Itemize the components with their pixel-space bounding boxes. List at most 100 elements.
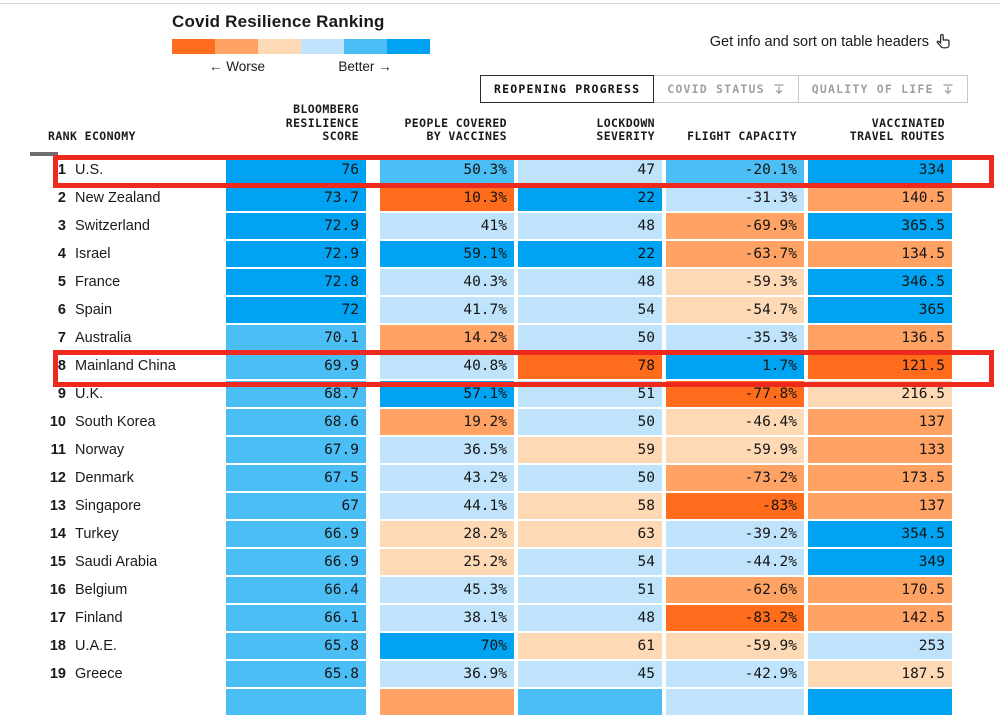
row-rank: 4 bbox=[57, 246, 66, 262]
cell-flight-capacity: -63.7% bbox=[666, 241, 804, 267]
cell-flight-capacity: -83% bbox=[666, 493, 804, 519]
filter-dropdown-icon bbox=[942, 83, 954, 95]
legend-gradient bbox=[172, 39, 430, 54]
cell-flight-capacity: -73.2% bbox=[666, 465, 804, 491]
table-row: 18 U.A.E. 65.8 70% 61 -59.9% 253 bbox=[28, 633, 952, 659]
tab-label: REOPENING PROGRESS bbox=[494, 82, 641, 96]
cell-lockdown-severity: 78 bbox=[518, 353, 662, 379]
legend-color-segment bbox=[258, 39, 301, 54]
cell-lockdown-severity: 48 bbox=[518, 605, 662, 631]
tab-label: COVID STATUS bbox=[667, 82, 765, 96]
cell-resilience-score: 66.9 bbox=[226, 549, 366, 575]
cell-vaccinated-routes: 354.5 bbox=[808, 521, 952, 547]
highlight-box-row-8 bbox=[53, 350, 994, 387]
economy-name: South Korea bbox=[75, 414, 156, 430]
column-header-people-covered[interactable]: PEOPLE COVERED BY VACCINES bbox=[404, 115, 507, 143]
cell-flight-capacity: -83.2% bbox=[666, 605, 804, 631]
cell-people-covered: 41% bbox=[380, 213, 514, 239]
cell-people-covered: 36.9% bbox=[380, 661, 514, 687]
cell-vaccinated-routes: 140.5 bbox=[808, 185, 952, 211]
tab-covid-status[interactable]: COVID STATUS bbox=[654, 76, 797, 102]
column-header-lockdown-severity[interactable]: LOCKDOWN SEVERITY bbox=[596, 115, 655, 143]
cell-vaccinated-routes: 365 bbox=[808, 297, 952, 323]
cell-flight-capacity bbox=[666, 689, 804, 715]
cell-flight-capacity: -46.4% bbox=[666, 409, 804, 435]
economy-name: Greece bbox=[75, 666, 123, 682]
cell-vaccinated-routes: 173.5 bbox=[808, 465, 952, 491]
table-row: 13 Singapore 67 44.1% 58 -83% 137 bbox=[28, 493, 952, 519]
economy-name: Turkey bbox=[75, 526, 119, 542]
table-row: 19 Greece 65.8 36.9% 45 -42.9% 187.5 bbox=[28, 661, 952, 687]
tab-quality-of-life[interactable]: QUALITY OF LIFE bbox=[797, 76, 967, 102]
header-underline-dash bbox=[30, 152, 58, 156]
cell-lockdown-severity: 51 bbox=[518, 577, 662, 603]
cell-resilience-score: 72.8 bbox=[226, 269, 366, 295]
economy-name: Mainland China bbox=[75, 358, 176, 374]
cell-vaccinated-routes: 137 bbox=[808, 409, 952, 435]
cell-lockdown-severity: 54 bbox=[518, 297, 662, 323]
economy-name: Australia bbox=[75, 330, 132, 346]
tab-reopening-progress[interactable]: REOPENING PROGRESS bbox=[480, 75, 655, 103]
table-body: 1 U.S. 76 50.3% 47 -20.1% 334 2 New Zeal… bbox=[28, 157, 952, 717]
cell-flight-capacity: -69.9% bbox=[666, 213, 804, 239]
cell-people-covered: 59.1% bbox=[380, 241, 514, 267]
table-row: 16 Belgium 66.4 45.3% 51 -62.6% 170.5 bbox=[28, 577, 952, 603]
cell-vaccinated-routes: 187.5 bbox=[808, 661, 952, 687]
table-row: 10 South Korea 68.6 19.2% 50 -46.4% 137 bbox=[28, 409, 952, 435]
cell-flight-capacity: 1.7% bbox=[666, 353, 804, 379]
cell-vaccinated-routes: 133 bbox=[808, 437, 952, 463]
cell-resilience-score: 73.7 bbox=[226, 185, 366, 211]
cell-resilience-score: 72.9 bbox=[226, 241, 366, 267]
cell-people-covered: 40.3% bbox=[380, 269, 514, 295]
row-rank: 8 bbox=[57, 358, 66, 374]
cell-people-covered: 10.3% bbox=[380, 185, 514, 211]
hand-cursor-icon bbox=[936, 34, 950, 50]
cell-vaccinated-routes: 134.5 bbox=[808, 241, 952, 267]
cell-lockdown-severity: 50 bbox=[518, 325, 662, 351]
row-rank: 18 bbox=[49, 638, 66, 654]
cell-resilience-score: 72.9 bbox=[226, 213, 366, 239]
column-header-rank-economy[interactable]: RANK ECONOMY bbox=[48, 129, 136, 143]
cell-flight-capacity: -44.2% bbox=[666, 549, 804, 575]
row-rank: 13 bbox=[49, 498, 66, 514]
cell-flight-capacity: -20.1% bbox=[666, 157, 804, 183]
table-row: 14 Turkey 66.9 28.2% 63 -39.2% 354.5 bbox=[28, 521, 952, 547]
cell-resilience-score: 66.9 bbox=[226, 521, 366, 547]
cell-people-covered: 14.2% bbox=[380, 325, 514, 351]
cell-people-covered: 36.5% bbox=[380, 437, 514, 463]
legend-color-segment bbox=[215, 39, 258, 54]
table-row: 15 Saudi Arabia 66.9 25.2% 54 -44.2% 349 bbox=[28, 549, 952, 575]
cell-resilience-score: 65.8 bbox=[226, 661, 366, 687]
cell-lockdown-severity: 63 bbox=[518, 521, 662, 547]
cell-people-covered: 38.1% bbox=[380, 605, 514, 631]
column-header-resilience-score[interactable]: BLOOMBERG RESILIENCE SCORE bbox=[285, 102, 359, 143]
cell-people-covered: 43.2% bbox=[380, 465, 514, 491]
economy-name: Norway bbox=[75, 442, 125, 458]
table-row: 2 New Zealand 73.7 10.3% 22 -31.3% 140.5 bbox=[28, 185, 952, 211]
cell-resilience-score: 69.9 bbox=[226, 353, 366, 379]
economy-name: Switzerland bbox=[75, 218, 150, 234]
table-row: 5 France 72.8 40.3% 48 -59.3% 346.5 bbox=[28, 269, 952, 295]
covid-resilience-ranking-page: { "header": { "title": "Covid Resilience… bbox=[0, 3, 1000, 715]
row-rank: 14 bbox=[49, 526, 66, 542]
economy-name: Israel bbox=[75, 246, 111, 262]
cell-people-covered: 41.7% bbox=[380, 297, 514, 323]
cell-people-covered bbox=[380, 689, 514, 715]
cell-lockdown-severity: 47 bbox=[518, 157, 662, 183]
legend-better-label: Better → bbox=[338, 59, 392, 74]
legend-worse-label: ← Worse bbox=[208, 59, 265, 74]
economy-name: Belgium bbox=[75, 582, 128, 598]
cell-flight-capacity: -39.2% bbox=[666, 521, 804, 547]
info-hint-text: Get info and sort on table headers bbox=[709, 34, 929, 50]
cell-resilience-score: 67.5 bbox=[226, 465, 366, 491]
cell-lockdown-severity: 59 bbox=[518, 437, 662, 463]
column-header-flight-capacity[interactable]: FLIGHT CAPACITY bbox=[687, 129, 797, 143]
column-header-vaccinated-routes[interactable]: VACCINATED TRAVEL ROUTES bbox=[849, 115, 945, 143]
cell-vaccinated-routes: 136.5 bbox=[808, 325, 952, 351]
table-view-tabs: REOPENING PROGRESS COVID STATUS QUALITY … bbox=[480, 75, 968, 103]
row-rank: 15 bbox=[49, 554, 66, 570]
cell-resilience-score: 72 bbox=[226, 297, 366, 323]
table-row: 4 Israel 72.9 59.1% 22 -63.7% 134.5 bbox=[28, 241, 952, 267]
cell-flight-capacity: -59.9% bbox=[666, 633, 804, 659]
cell-vaccinated-routes: 121.5 bbox=[808, 353, 952, 379]
